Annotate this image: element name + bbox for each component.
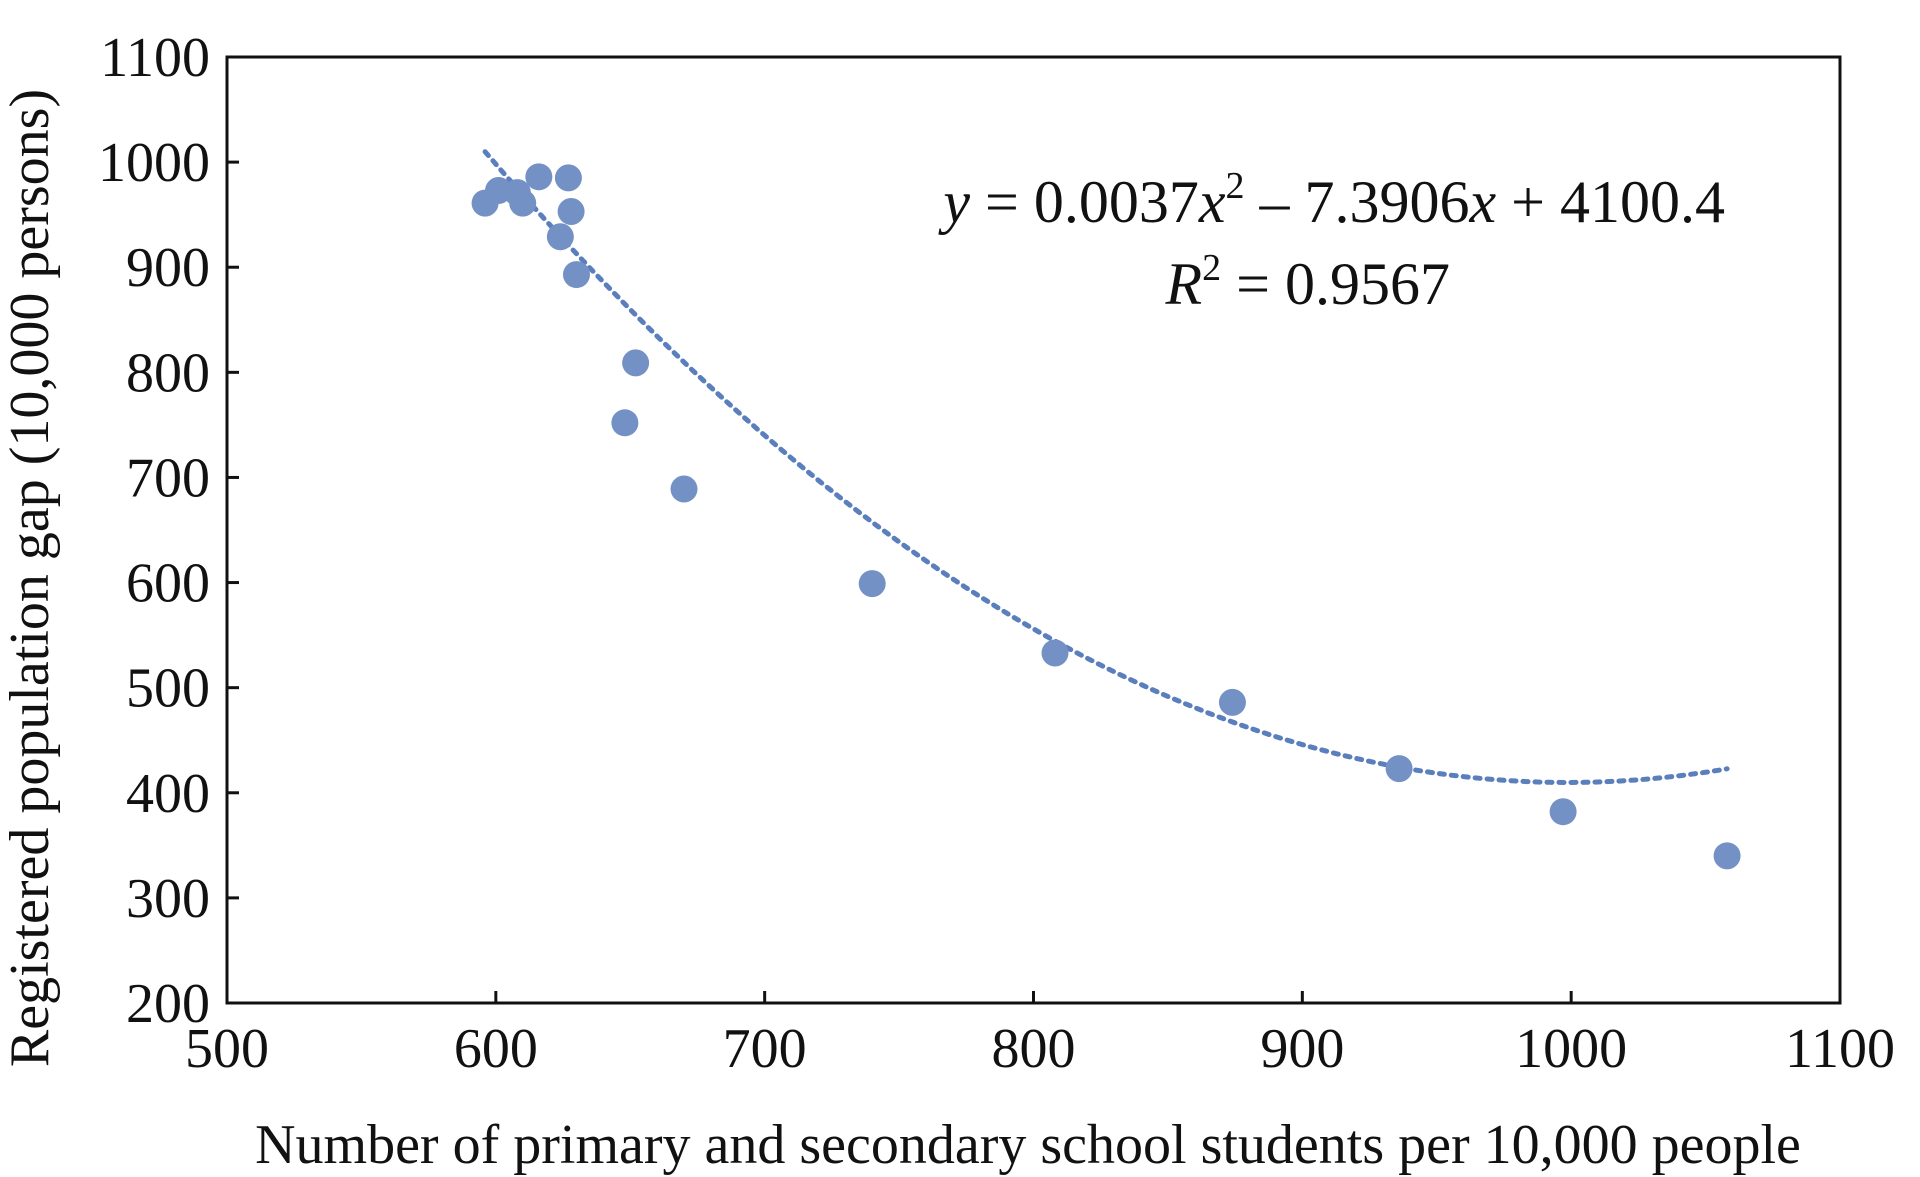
y-tick-label: 700 (126, 447, 210, 509)
data-point (562, 261, 590, 289)
y-axis-title: Registered population gap (10,000 person… (0, 89, 61, 1067)
polynomial-trendline (482, 149, 1730, 786)
data-point (1385, 755, 1413, 783)
y-tick-label: 400 (126, 763, 210, 825)
y-tick-label: 200 (126, 973, 210, 1035)
data-point (546, 223, 574, 251)
x-tick-label: 600 (454, 1018, 538, 1080)
x-tick-label: 900 (1260, 1018, 1344, 1080)
trend-equation: y = 0.0037x2 – 7.3906x + 4100.4 (937, 165, 1725, 235)
y-tick-label: 600 (126, 553, 210, 615)
x-tick-label: 700 (723, 1018, 807, 1080)
y-tick-labels: 200 300 400 500 600 700 800 900 1000 1100 (98, 27, 210, 1035)
data-point (622, 349, 650, 377)
data-points (471, 163, 1741, 870)
x-tick-label: 1100 (1785, 1018, 1895, 1080)
x-tick-label: 800 (992, 1018, 1076, 1080)
data-point (1549, 798, 1577, 826)
data-point (509, 189, 537, 217)
x-tick-labels: 500 600 700 800 900 1000 1100 (185, 1018, 1895, 1080)
data-point (611, 409, 639, 437)
y-tick-label: 1100 (100, 27, 210, 89)
plot-area-frame (225, 55, 1842, 1005)
data-point (1218, 688, 1246, 716)
data-point (670, 475, 698, 503)
data-point (554, 164, 582, 192)
x-tick-label: 1000 (1515, 1018, 1627, 1080)
r-squared: R2 = 0.9567 (1165, 247, 1451, 317)
x-tick-label: 500 (185, 1018, 269, 1080)
x-axis-title: Number of primary and secondary school s… (255, 1114, 1801, 1176)
data-point (557, 198, 585, 226)
y-tick-label: 500 (126, 658, 210, 720)
data-point (525, 163, 553, 191)
y-tick-label: 1000 (98, 132, 210, 194)
data-point (1713, 842, 1741, 870)
data-point (1041, 639, 1069, 667)
data-point (858, 570, 886, 598)
y-tick-label: 800 (126, 342, 210, 404)
y-tick-label: 900 (126, 237, 210, 299)
y-tick-label: 300 (126, 868, 210, 930)
